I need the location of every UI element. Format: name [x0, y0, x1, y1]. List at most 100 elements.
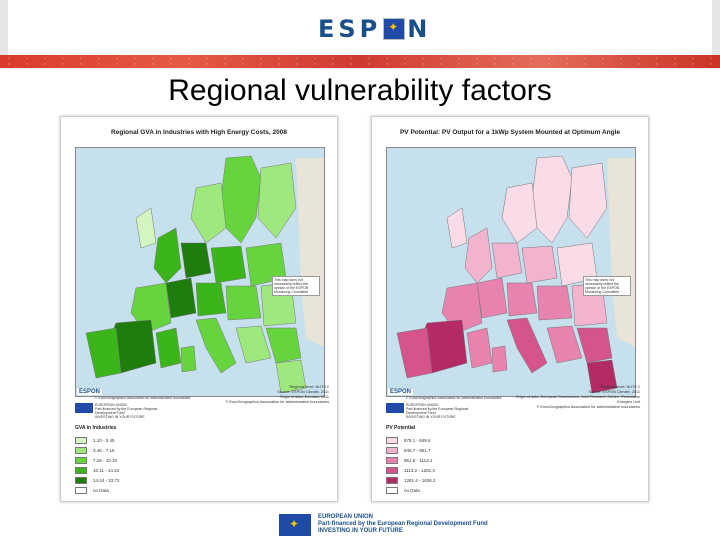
map-region — [491, 242, 523, 279]
map-panel-pv: PV Potential: PV Output for a 1kWp Syste… — [371, 116, 649, 502]
espon-logo: ESP N — [318, 14, 431, 44]
map-region — [501, 182, 538, 244]
europe-map: This map does not necessarily reflect th… — [386, 147, 636, 397]
eu-funding-text: EUROPEAN UNION Part-financed by the Euro… — [406, 403, 469, 419]
legend-swatch — [386, 466, 398, 474]
eu-funding-text: EUROPEAN UNION Part-financed by the Euro… — [95, 403, 158, 419]
map-copyright: © EuroGeographics Association for admini… — [406, 396, 502, 400]
map-region — [568, 162, 608, 239]
map-region — [180, 345, 197, 373]
legend-label: 575.1 - 849.6 — [404, 437, 431, 443]
map-region — [180, 242, 212, 279]
legend-label: 3.46 - 7.15 — [93, 447, 115, 453]
footer-line-2: Part-financed by the European Regional D… — [318, 521, 488, 527]
map-region — [225, 285, 262, 321]
legend-swatch — [75, 446, 87, 454]
legend-row: 1281.4 - 1626.2 — [386, 475, 436, 485]
map-region — [165, 277, 197, 319]
eu-flag-icon — [279, 514, 311, 536]
legend-row: 849.7 - 951.7 — [386, 445, 436, 455]
slide-title: Regional vulnerability factors — [168, 74, 552, 107]
legend-swatch — [386, 476, 398, 484]
map-region — [190, 182, 227, 244]
legend-row: 7.16 - 10.10 — [75, 455, 120, 465]
map-panel-gva: Regional GVA in Industries with High Ene… — [60, 116, 338, 502]
legend-swatch — [386, 436, 398, 444]
map-title: PV Potential: PV Output for a 1kWp Syste… — [399, 129, 621, 136]
legend-row: 1113.2 - 1281.3 — [386, 465, 436, 475]
map-copyright: © EuroGeographics Association for admini… — [95, 396, 191, 400]
legend-row: 951.8 - 1113.1 — [386, 455, 436, 465]
espon-small-logo: ESPON — [388, 389, 414, 395]
map-region — [210, 245, 247, 284]
map-region — [576, 327, 613, 364]
map-region — [195, 317, 237, 374]
legend-swatch — [75, 436, 87, 444]
legend-swatch — [75, 486, 87, 494]
legend-label: 849.7 - 951.7 — [404, 447, 431, 453]
map-region — [546, 325, 583, 364]
map-region — [491, 345, 508, 373]
map-region — [446, 207, 468, 249]
map-region — [135, 207, 157, 249]
legend-label: 10.11 - 14.43 — [93, 467, 120, 473]
legend-row: 10.11 - 14.43 — [75, 465, 120, 475]
legend-label: no Data — [93, 487, 109, 493]
legend-swatch — [386, 456, 398, 464]
europe-map: This map does not necessarily reflect th… — [75, 147, 325, 397]
map-note: This map does not necessarily reflect th… — [272, 276, 320, 296]
map-region — [265, 327, 302, 364]
map-note: This map does not necessarily reflect th… — [583, 276, 631, 296]
legend-row: no Data — [386, 485, 436, 495]
map-credits: Regional level: NUTS 2 Source: ESPON Cli… — [225, 385, 329, 404]
legend-swatch — [386, 446, 398, 454]
legend-label: 1281.4 - 1626.2 — [404, 477, 436, 483]
legend-title: PV Potential — [386, 425, 416, 431]
legend-label: 7.16 - 10.10 — [93, 457, 118, 463]
eu-flag-small-icon — [386, 403, 404, 413]
legend-swatch — [75, 456, 87, 464]
map-credits: Regional level: NUTS 2 Source: ESPON Cli… — [515, 385, 640, 409]
map-region — [257, 162, 297, 239]
header: ESP N — [0, 0, 720, 55]
choropleth-map — [85, 155, 324, 394]
decorative-strip — [0, 55, 720, 68]
map-legend: 1.10 - 3.45 3.46 - 7.15 7.16 - 10.10 10.11 … — [75, 435, 120, 495]
map-region — [506, 317, 548, 374]
non-eu-land — [296, 158, 324, 347]
map-region — [396, 327, 433, 379]
map-region — [536, 285, 573, 321]
header-right-bar — [712, 0, 720, 55]
non-eu-land — [607, 158, 635, 347]
map-region — [466, 327, 493, 369]
map-region — [521, 245, 558, 284]
legend-row: 14.44 - 23.72 — [75, 475, 120, 485]
legend-label: no Data — [404, 487, 420, 493]
map-region — [531, 155, 573, 244]
map-region — [275, 359, 307, 394]
legend-swatch — [75, 466, 87, 474]
header-left-bar — [0, 0, 8, 55]
map-region — [130, 282, 172, 334]
eu-flag-icon — [383, 18, 406, 40]
footer-text: EUROPEAN UNION Part-financed by the Euro… — [318, 514, 488, 535]
legend-swatch — [75, 476, 87, 484]
map-region — [506, 282, 538, 317]
map-region — [220, 155, 262, 244]
legend-row: 3.46 - 7.15 — [75, 445, 120, 455]
legend-label: 1.10 - 3.45 — [93, 437, 115, 443]
map-region — [464, 227, 493, 284]
espon-logo-right: N — [407, 15, 432, 43]
footer-line-1: EUROPEAN UNION — [318, 514, 374, 520]
map-region — [155, 327, 182, 369]
legend-row: no Data — [75, 485, 120, 495]
map-legend: 575.1 - 849.6 849.7 - 951.7 951.8 - 1113.1… — [386, 435, 436, 495]
map-region — [441, 282, 483, 334]
legend-label: 14.44 - 23.72 — [93, 477, 120, 483]
map-region — [586, 359, 618, 394]
footer — [0, 508, 720, 540]
map-region — [153, 227, 182, 284]
legend-row: 1.10 - 3.45 — [75, 435, 120, 445]
legend-row: 575.1 - 849.6 — [386, 435, 436, 445]
legend-title: GVA in Industries — [75, 425, 117, 431]
